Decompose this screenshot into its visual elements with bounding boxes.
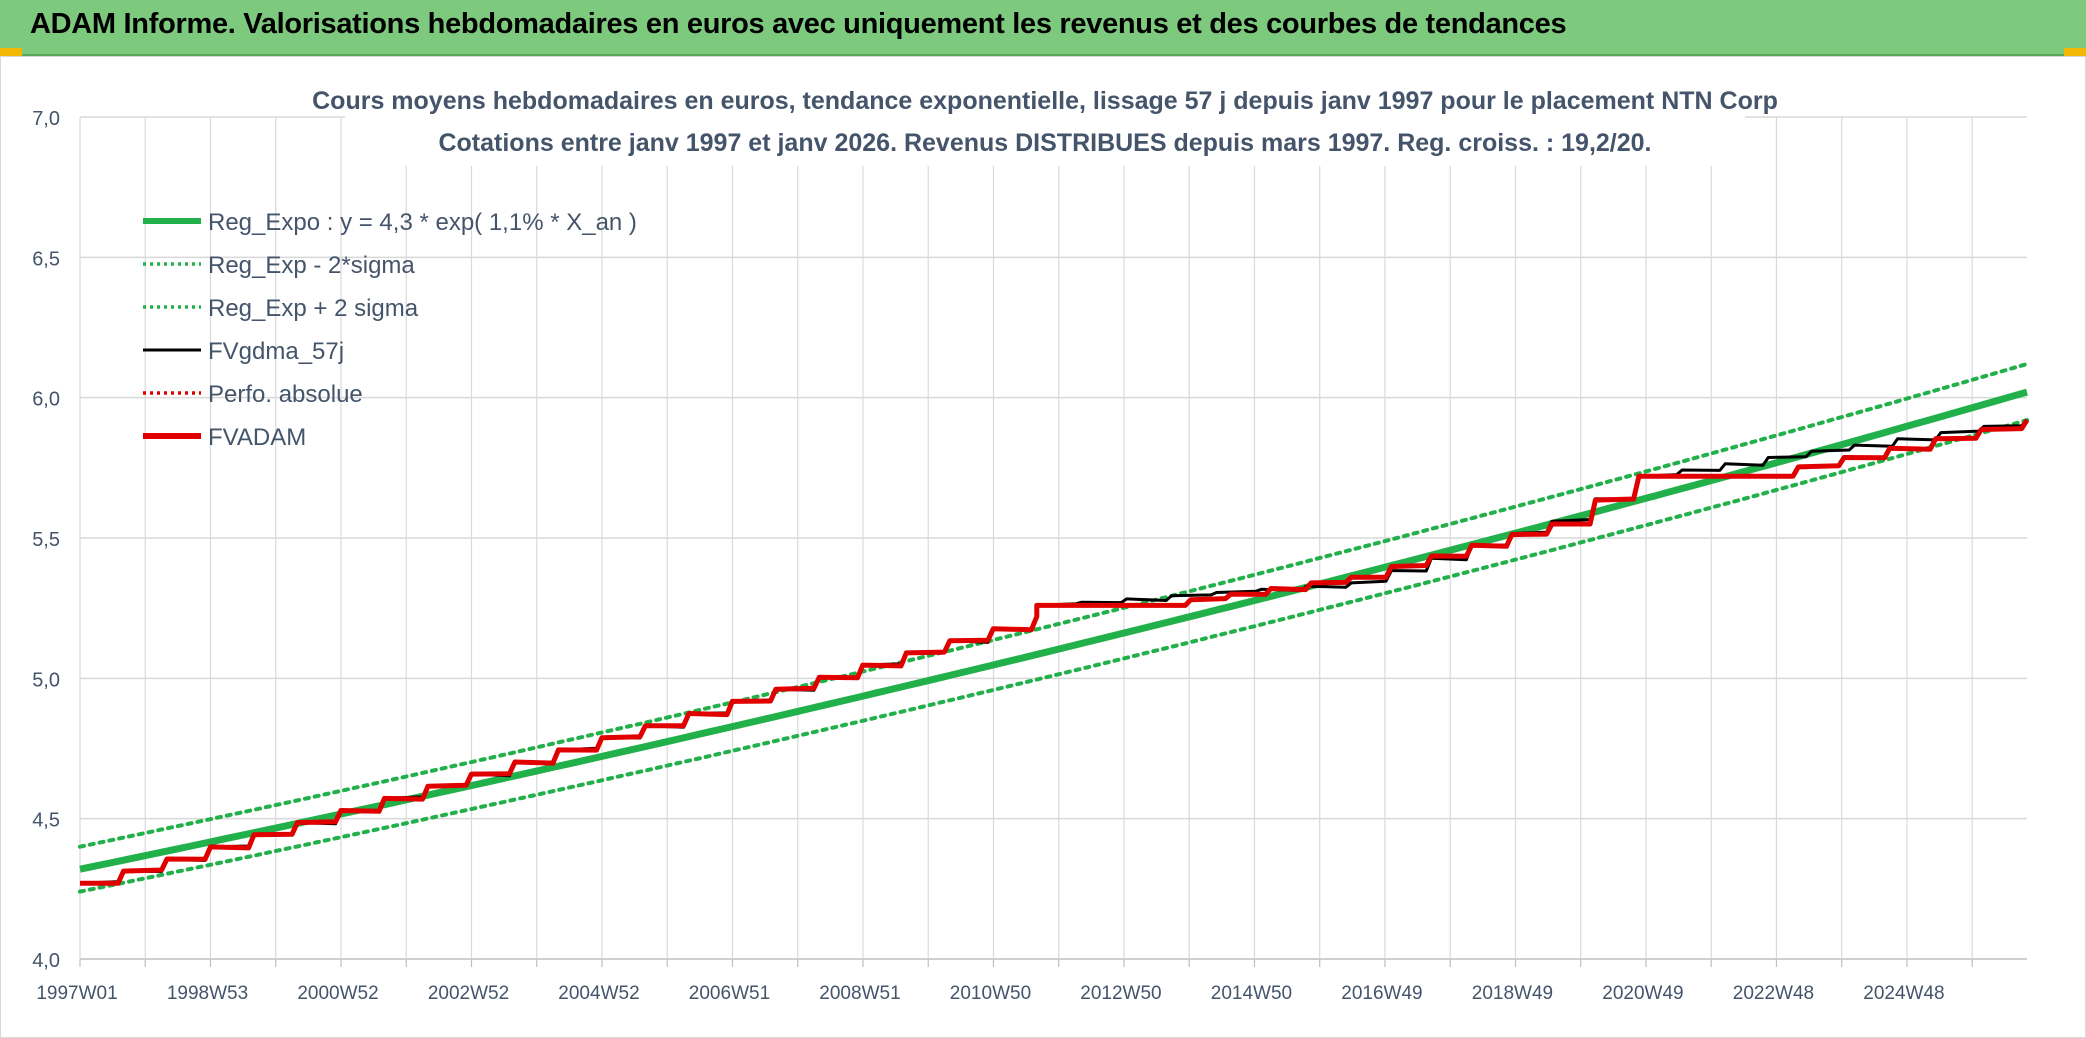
legend-label: Reg_Exp + 2 sigma	[208, 295, 419, 322]
corner-marker-right	[2064, 48, 2086, 56]
x-tick-label: 2022W48	[1733, 983, 1814, 1004]
x-axis-ticks: 1997W01 1998W53 2000W52 2002W52 2004W52 2006W…	[36, 983, 1944, 1004]
corner-marker-left	[0, 48, 22, 56]
x-tick-label: 2006W51	[689, 983, 770, 1004]
x-tick-label: 1998W53	[167, 983, 248, 1004]
y-axis-ticks: 4,0 4,5 5,0 5,5 6,0 6,5 7,0	[32, 108, 60, 972]
series-layer	[78, 362, 2030, 894]
y-tick-label: 6,0	[32, 389, 60, 411]
x-tick-label: 2020W49	[1602, 983, 1683, 1004]
x-tick-label: 2000W52	[297, 983, 378, 1004]
grid-lines	[79, 116, 2027, 967]
y-tick-label: 4,5	[32, 810, 60, 832]
title-backdrop	[345, 82, 1745, 166]
report-title: ADAM Informe. Valorisations hebdomadaire…	[30, 8, 1567, 40]
report-banner: ADAM Informe. Valorisations hebdomadaire…	[0, 0, 2086, 56]
legend-label: Perfo. absolue	[208, 381, 363, 408]
y-tick-label: 4,0	[32, 950, 60, 972]
x-tick-label: 1997W01	[36, 983, 117, 1004]
x-tick-label: 2014W50	[1211, 983, 1292, 1004]
chart-title: Cours moyens hebdomadaires en euros, ten…	[312, 87, 1778, 115]
legend: Reg_Expo : y = 4,3 * exp( 1,1% * X_an ) R…	[143, 209, 637, 451]
x-tick-label: 2002W52	[428, 983, 509, 1004]
chart-subtitle: Cotations entre janv 1997 et janv 2026. …	[438, 129, 1651, 157]
x-tick-label: 2010W50	[950, 983, 1031, 1004]
x-tick-label: 2012W50	[1080, 983, 1161, 1004]
x-tick-label: 2024W48	[1863, 983, 1944, 1004]
x-tick-label: 2016W49	[1341, 983, 1422, 1004]
x-tick-label: 2018W49	[1472, 983, 1553, 1004]
y-tick-label: 6,5	[32, 248, 60, 270]
series-line	[78, 418, 2029, 894]
legend-label: Reg_Exp - 2*sigma	[208, 252, 415, 279]
y-tick-label: 5,0	[32, 669, 60, 691]
x-tick-label: 2008W51	[819, 983, 900, 1004]
legend-label: Reg_Expo : y = 4,3 * exp( 1,1% * X_an )	[208, 209, 637, 236]
series-line	[80, 418, 2030, 886]
series-line	[78, 362, 2029, 849]
y-tick-label: 5,5	[32, 529, 60, 551]
y-tick-label: 7,0	[32, 108, 60, 130]
legend-label: FVADAM	[208, 424, 306, 451]
legend-label: FVgdma_57j	[208, 338, 344, 365]
x-tick-label: 2004W52	[558, 983, 639, 1004]
